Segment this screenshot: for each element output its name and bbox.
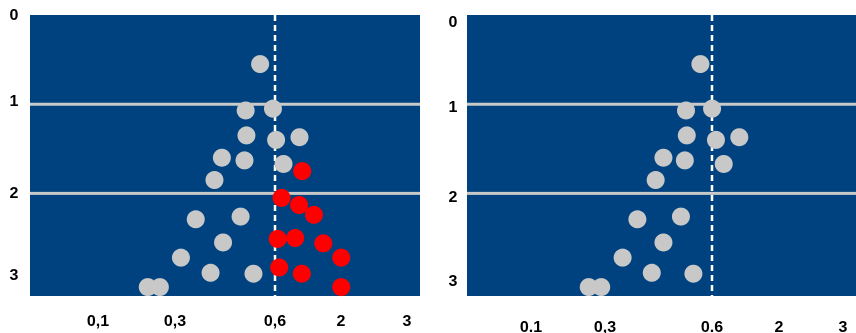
data-point [236,101,255,120]
y-tick-label: 3 [449,273,458,290]
data-point [654,233,673,252]
data-point [235,151,254,170]
data-point [268,229,287,248]
data-point [714,154,733,173]
data-point [730,128,749,147]
data-point [237,126,256,145]
data-point [214,233,233,252]
x-tick-label: 3 [403,313,412,330]
y-tick-label: 2 [10,185,19,202]
y-tick-label: 3 [10,267,19,284]
data-point [244,264,263,283]
data-point [286,229,305,248]
x-tick-label: 0.6 [701,319,723,333]
chart-panel-1: 0 1 2 3 0,1 0,3 0,6 2 3 [10,7,420,330]
y-tick-label: 0 [10,7,19,24]
data-point [703,99,722,118]
data-point [677,101,696,120]
data-point [332,278,351,297]
x-tick-label: 2 [337,313,346,330]
data-point [205,171,224,190]
data-point [579,278,598,297]
data-point [267,130,286,149]
data-point [706,130,725,149]
data-point [592,278,611,297]
x-tick-label: 0.1 [520,319,542,333]
data-point [646,171,665,190]
data-point [292,264,311,283]
data-point [274,154,293,173]
data-point [293,162,312,181]
data-point [171,248,190,267]
data-point [290,196,309,215]
data-point [654,148,673,167]
data-point [290,128,309,147]
data-point [684,264,703,283]
data-point [201,263,220,282]
y-tick-label: 1 [10,93,19,110]
data-point [671,207,690,226]
x-tick-label: 0,3 [594,319,616,333]
data-point [642,263,661,282]
data-point [628,210,647,229]
y-tick-label: 2 [449,189,458,206]
x-tick-label: 0,3 [164,313,186,330]
data-point [677,126,696,145]
data-point [304,205,323,224]
data-point [150,278,169,297]
x-tick-label: 2 [775,319,784,333]
y-tick-label: 1 [449,99,458,116]
data-point [270,258,289,277]
data-point [675,151,694,170]
y-tick-label: 0 [449,14,458,31]
data-point [332,248,351,267]
chart-panel-2: 0 1 2 3 0.1 0,3 0.6 2 3 [449,14,856,333]
data-point [186,210,205,229]
data-point [691,55,710,74]
data-point [272,188,291,207]
x-tick-label: 0,6 [264,313,286,330]
data-point [263,99,282,118]
data-point [231,207,250,226]
data-point [212,148,231,167]
data-point [314,234,333,253]
x-tick-label: 0,1 [87,313,109,330]
x-tick-label: 3 [839,319,848,333]
data-point [613,248,632,267]
data-point [251,55,270,74]
